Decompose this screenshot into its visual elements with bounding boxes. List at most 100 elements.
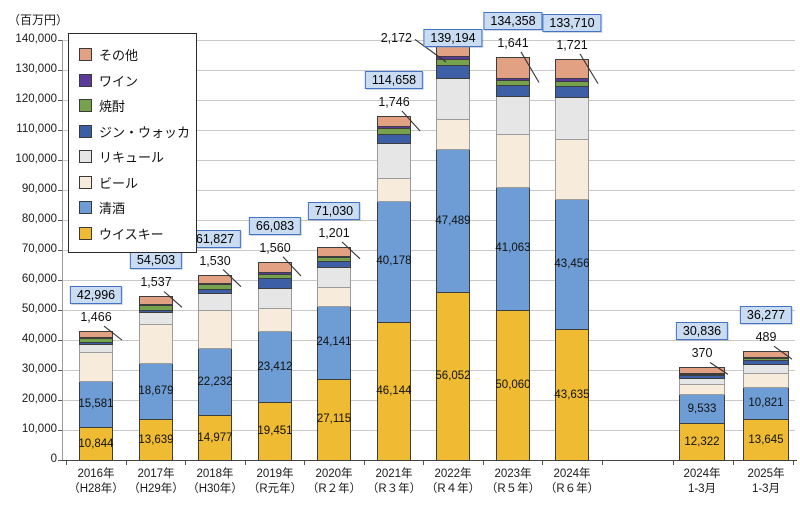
bar-segment-whisky	[436, 291, 470, 461]
legend-item-gin_vodka: ジン・ウォッカ	[79, 119, 190, 145]
legend-swatch-gin_vodka	[79, 124, 92, 138]
x-axis-tick-mark	[245, 461, 246, 465]
legend: その他 ワイン 焼酎 ジン・ウォッカ リキュール ビール 清酒 ウイスキー	[68, 33, 197, 253]
gridline	[62, 69, 795, 71]
bar-segment-other	[79, 331, 113, 338]
legend-label: ビール	[99, 175, 139, 191]
whisky-value-label: 13,645	[748, 433, 784, 446]
sake-value-label: 22,232	[197, 375, 233, 388]
y-axis-tick-mark	[58, 159, 62, 161]
x-axis-category-label: 2016年 （H28年）	[68, 467, 124, 497]
legend-item-liqueur: リキュール	[79, 144, 190, 170]
bar-segment-beer	[679, 383, 725, 396]
y-axis-tick-mark	[58, 429, 62, 431]
bar-segment-other	[555, 58, 589, 80]
category-era: （R６年）	[544, 483, 600, 495]
sake-value-label: 10,821	[748, 396, 784, 409]
gridline	[62, 339, 795, 341]
whisky-value-label: 27,115	[316, 413, 352, 426]
gridline	[62, 159, 795, 161]
bar-segment-liqueur	[317, 266, 351, 289]
legend-label: リキュール	[99, 150, 165, 166]
y-axis-tick-mark	[58, 399, 62, 401]
gridline	[62, 219, 795, 221]
x-axis-category-label: 2019年 （R元年）	[248, 467, 302, 497]
shochu-callout-label: 1,466	[80, 310, 112, 324]
legend-item-whisky: ウイスキー	[79, 221, 190, 247]
y-axis-tick-label: 60,000	[21, 273, 57, 285]
shochu-callout-label: 1,746	[378, 95, 410, 110]
x-axis-category-label: 2025年 1-3月	[747, 467, 784, 497]
legend-label: その他	[99, 48, 139, 64]
x-axis-tick-mark	[673, 461, 674, 465]
whisky-value-label: 13,639	[138, 433, 174, 446]
total-value-box: 139,194	[423, 29, 483, 48]
sake-value-label: 24,141	[316, 336, 352, 349]
category-year: 2016年	[77, 468, 115, 480]
bar-segment-beer	[743, 373, 789, 388]
category-era: （H30年）	[187, 483, 243, 495]
bar-segment-sake	[79, 380, 113, 429]
whisky-value-label: 12,322	[684, 435, 720, 448]
y-axis-tick-label: 70,000	[21, 243, 57, 255]
bar-segment-gin_vodka	[436, 65, 470, 79]
gridline	[62, 369, 795, 371]
whisky-value-label: 14,977	[197, 431, 233, 444]
y-axis-tick-mark	[58, 99, 62, 101]
gridline	[62, 99, 795, 101]
bar-segment-whisky	[139, 419, 173, 461]
whisky-value-label: 50,060	[495, 378, 531, 391]
bar-segment-sake	[139, 363, 173, 421]
whisky-value-label: 10,844	[78, 437, 114, 450]
bar-segment-beer	[317, 287, 351, 308]
gridline	[62, 309, 795, 311]
legend-swatch-wine	[79, 73, 92, 87]
category-year: 2020年	[315, 468, 353, 480]
y-axis-tick-label: 80,000	[21, 213, 57, 225]
bar-segment-shochu	[436, 58, 470, 67]
y-axis-tick-mark	[58, 189, 62, 191]
bar-segment-liqueur	[79, 343, 113, 353]
y-axis-tick-label: 40,000	[21, 333, 57, 345]
bar-segment-other	[139, 296, 173, 305]
x-axis-category-label: 2023年 （R５年）	[486, 467, 540, 497]
bar-segment-other	[377, 116, 411, 128]
y-axis-tick-mark	[58, 459, 62, 461]
sake-value-label: 40,178	[376, 255, 412, 268]
bar-segment-whisky	[377, 321, 411, 461]
bar-segment-whisky	[555, 329, 589, 461]
category-year: 2025年	[747, 468, 785, 480]
y-axis-tick-mark	[58, 249, 62, 251]
shochu-callout-label: 1,201	[318, 225, 350, 240]
whisky-value-label: 56,052	[435, 369, 471, 382]
sake-value-label: 9,533	[687, 402, 717, 415]
legend-item-other: その他	[79, 42, 190, 68]
sake-value-label: 23,412	[257, 360, 293, 373]
y-axis-tick-label: 90,000	[21, 183, 57, 195]
bar-segment-sake	[743, 386, 789, 421]
y-axis-tick-mark	[58, 39, 62, 41]
bar-segment-beer	[555, 138, 589, 200]
y-axis-tick-mark	[58, 69, 62, 71]
bar-segment-whisky	[743, 419, 789, 461]
shochu-callout-label: 1,641	[497, 35, 529, 50]
shochu-callout-label: 1,560	[259, 240, 291, 255]
category-era: （H28年）	[68, 483, 124, 495]
sake-value-label: 43,456	[554, 257, 590, 270]
x-axis-tick-mark	[793, 461, 794, 465]
total-value-box: 71,030	[307, 201, 361, 220]
shochu-callout-label: 1,537	[140, 275, 172, 290]
bar-segment-liqueur	[555, 97, 589, 140]
total-value-box: 66,083	[248, 216, 302, 235]
bar-segment-other	[496, 56, 530, 79]
bar-segment-sake	[317, 306, 351, 380]
y-axis-tick-label: 30,000	[21, 363, 57, 375]
bar-segment-liqueur	[743, 364, 789, 375]
shochu-callout-label: 489	[755, 330, 777, 345]
bar-segment-beer	[377, 177, 411, 203]
category-era: （R５年）	[485, 483, 541, 495]
y-axis-tick-label: 140,000	[15, 33, 57, 45]
bar-segment-other	[679, 367, 725, 374]
